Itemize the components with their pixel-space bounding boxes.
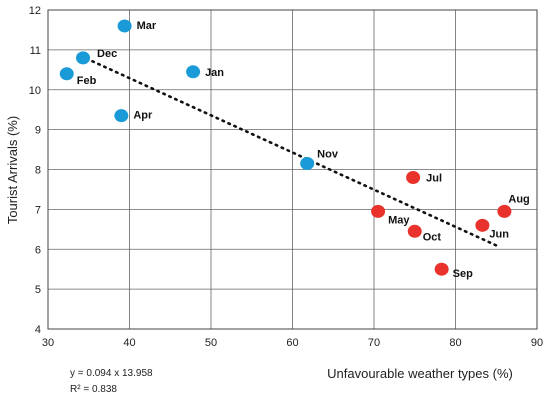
x-tick-label: 60 bbox=[286, 337, 298, 349]
point-label-jun: Jun bbox=[489, 228, 509, 240]
point-label-dec: Dec bbox=[97, 48, 117, 60]
point-jun bbox=[475, 218, 490, 232]
trend-equation: y = 0.094 x 13.958 bbox=[70, 368, 153, 379]
x-axis-title: Unfavourable weather types (%) bbox=[327, 366, 513, 381]
point-dec bbox=[76, 51, 91, 65]
point-label-oct: Oct bbox=[423, 231, 442, 243]
x-tick-label: 90 bbox=[531, 337, 543, 349]
point-label-sep: Sep bbox=[453, 268, 473, 280]
y-tick-label: 9 bbox=[35, 125, 41, 137]
x-tick-label: 40 bbox=[123, 337, 135, 349]
point-jul bbox=[406, 170, 421, 184]
point-aug bbox=[497, 204, 512, 218]
y-tick-label: 8 bbox=[35, 165, 41, 177]
point-label-mar: Mar bbox=[137, 20, 157, 32]
x-axis-ticks: 30 40 50 60 70 80 90 bbox=[42, 337, 543, 349]
y-tick-label: 5 bbox=[35, 284, 41, 296]
r-squared: R² = 0.838 bbox=[70, 384, 117, 395]
point-label-feb: Feb bbox=[77, 75, 97, 87]
point-feb bbox=[59, 67, 74, 81]
x-tick-label: 70 bbox=[368, 337, 380, 349]
point-mar bbox=[117, 19, 132, 33]
x-tick-label: 50 bbox=[205, 337, 217, 349]
y-tick-label: 10 bbox=[29, 85, 41, 97]
y-tick-label: 11 bbox=[30, 45, 41, 57]
point-sep bbox=[434, 262, 449, 276]
point-labels: Jan Feb Mar Apr May Jun Jul Aug Sep Oct Nov Dec bbox=[77, 20, 530, 280]
point-jan bbox=[186, 65, 201, 79]
y-tick-label: 4 bbox=[35, 324, 41, 336]
y-tick-label: 7 bbox=[35, 204, 41, 216]
x-tick-label: 80 bbox=[449, 337, 461, 349]
y-tick-label: 6 bbox=[35, 244, 41, 256]
y-axis-title: Tourist Arrivals (%) bbox=[5, 116, 20, 224]
point-label-jul: Jul bbox=[426, 172, 442, 184]
point-label-jan: Jan bbox=[205, 67, 224, 79]
grid bbox=[47, 9, 538, 330]
point-oct bbox=[407, 224, 422, 238]
point-label-nov: Nov bbox=[317, 149, 339, 161]
trendline bbox=[79, 54, 502, 249]
plot-frame bbox=[47, 9, 538, 330]
y-axis-ticks: 4 5 6 7 8 9 10 11 12 bbox=[29, 5, 41, 336]
point-label-apr: Apr bbox=[133, 110, 153, 122]
point-may bbox=[371, 204, 386, 218]
point-nov bbox=[300, 157, 315, 171]
x-tick-label: 30 bbox=[42, 337, 54, 349]
point-apr bbox=[114, 109, 129, 123]
point-label-aug: Aug bbox=[508, 193, 529, 205]
data-points bbox=[59, 19, 512, 276]
y-tick-label: 12 bbox=[29, 5, 41, 17]
point-label-may: May bbox=[388, 214, 410, 226]
